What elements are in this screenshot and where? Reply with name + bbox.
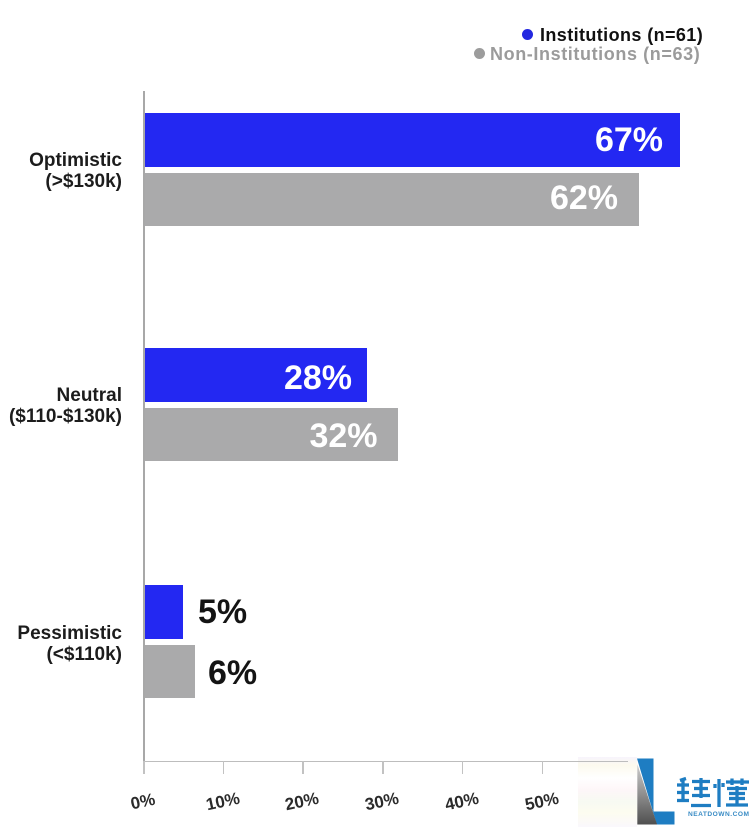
svg-text:NEATDOWN.COM: NEATDOWN.COM xyxy=(688,811,750,818)
